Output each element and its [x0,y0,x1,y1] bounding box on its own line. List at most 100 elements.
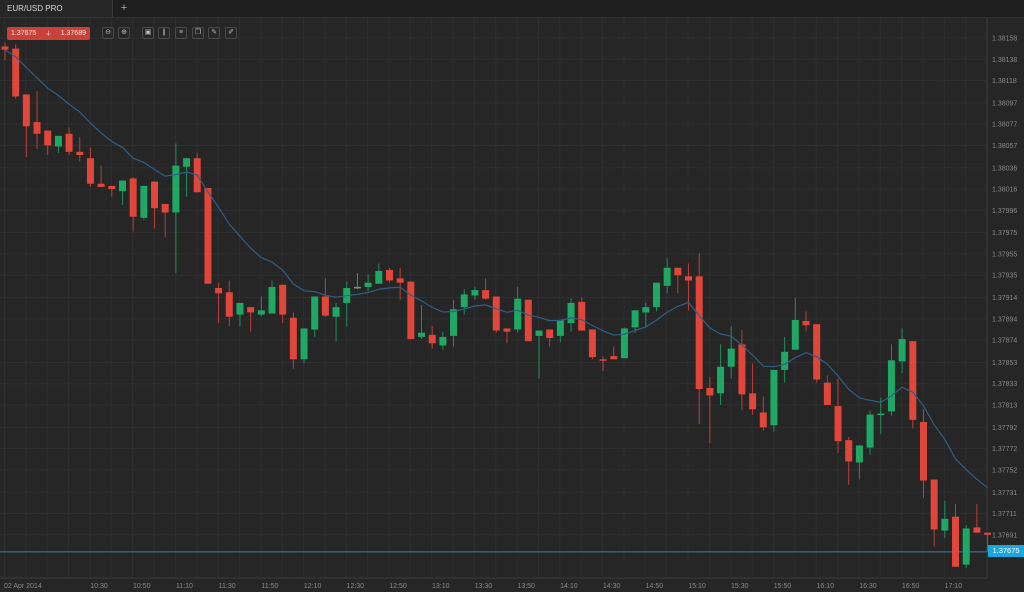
candle-body [375,270,383,284]
candle-body [599,359,607,361]
ask-price: 1.37689 [60,30,86,37]
candle-body [909,341,917,420]
y-tick-label: 1.37691 [992,532,1017,539]
zoom-out-icon[interactable]: ⊖ [102,27,114,39]
draw-icon[interactable]: ✐ [225,27,237,39]
candle-body [855,445,863,463]
chart-type-icon[interactable]: ▣ [142,27,154,39]
x-tick-label: 12:10 [304,583,322,590]
candle-body [321,296,329,316]
candle-body [151,181,159,209]
candle-body [279,284,287,315]
zoom-in-icon[interactable]: ⊕ [118,27,130,39]
candle-body [492,296,500,331]
x-tick-label: 10:30 [90,583,108,590]
candle-body [845,440,853,462]
candle-body [620,328,628,359]
y-tick-label: 1.38077 [992,122,1017,129]
y-tick-label: 1.37752 [992,467,1017,474]
candle-body [952,516,960,567]
candle-body [44,130,52,146]
candle-body [546,329,554,338]
bid-price: 1.37675 [11,30,37,37]
candle-body [12,48,20,97]
candle-body [514,298,522,330]
candle-body [118,180,126,192]
candle-body [268,286,276,314]
candle-body [215,288,223,294]
quote-badge[interactable]: 1.37675 🡣 1.37689 [7,27,90,40]
candle-body [503,328,511,332]
y-tick-label: 1.38036 [992,165,1017,172]
candle-body [22,94,30,127]
y-tick-label: 1.37792 [992,425,1017,432]
y-tick-label: 1.37914 [992,295,1017,302]
y-tick-label: 1.37853 [992,360,1017,367]
moving-average-line [4,49,988,489]
candle-body [129,178,137,217]
candle-body [770,369,778,426]
x-tick-label: 13:30 [475,583,493,590]
candle-body [535,330,543,336]
candle-body [588,329,596,358]
x-tick-label: 12:30 [347,583,365,590]
candle-body [418,332,426,337]
indicators-icon[interactable]: ∥ [158,27,170,39]
candle-body [172,165,180,213]
candle-body [727,348,735,367]
candle-body [578,301,586,331]
list-icon[interactable]: ≡ [175,27,187,39]
candle-body [471,290,479,296]
candle-body [247,307,255,313]
candle-body [642,307,650,313]
candle-body [652,282,660,308]
candle-body [482,290,490,299]
y-tick-label: 1.38138 [992,57,1017,64]
candle-body [161,203,169,213]
candle-body [610,356,618,360]
candle-body [76,151,84,156]
x-tick-label: 17:10 [945,583,963,590]
candle-body [439,336,447,346]
y-tick-label: 1.37955 [992,251,1017,258]
y-tick-label: 1.37731 [992,490,1017,497]
x-tick-label: 13:50 [517,583,535,590]
y-tick-label: 1.38057 [992,143,1017,150]
add-tab-button[interactable]: + [120,2,128,14]
candle-body [834,406,842,442]
y-tick-label: 1.37894 [992,316,1017,323]
candle-body [33,122,41,134]
candle-body [781,351,789,370]
layers-icon[interactable]: ❐ [192,27,204,39]
candle-body [898,339,906,362]
y-tick-label: 1.37975 [992,230,1017,237]
candle-body [685,276,693,281]
candle-body [813,324,821,380]
y-tick-label: 1.38016 [992,187,1017,194]
x-tick-label: 15:50 [774,583,792,590]
candle-body [300,328,308,360]
date-label: 02 Apr 2014 [4,583,42,590]
candle-body [311,296,319,330]
y-tick-label: 1.38158 [992,36,1017,43]
x-tick-label: 16:10 [816,583,834,590]
candle-body [364,282,372,287]
candle-body [428,334,436,344]
x-tick-label: 12:50 [389,583,407,590]
candle-body [1,46,9,50]
y-tick-label: 1.38097 [992,100,1017,107]
candle-body [407,281,415,340]
candle-body [930,479,938,530]
candle-body [717,366,725,394]
edit-icon[interactable]: ✎ [208,27,220,39]
tab-eurusd-pro[interactable]: EUR/USD PRO [0,0,113,17]
x-tick-label: 16:50 [902,583,920,590]
arrow-down-icon: 🡣 [45,30,52,37]
x-tick-label: 11:30 [219,583,236,590]
candle-body [289,317,297,360]
y-tick-label: 1.37874 [992,338,1017,345]
candle-body [749,393,757,410]
candle-body [140,185,148,218]
candle-body [225,292,233,317]
